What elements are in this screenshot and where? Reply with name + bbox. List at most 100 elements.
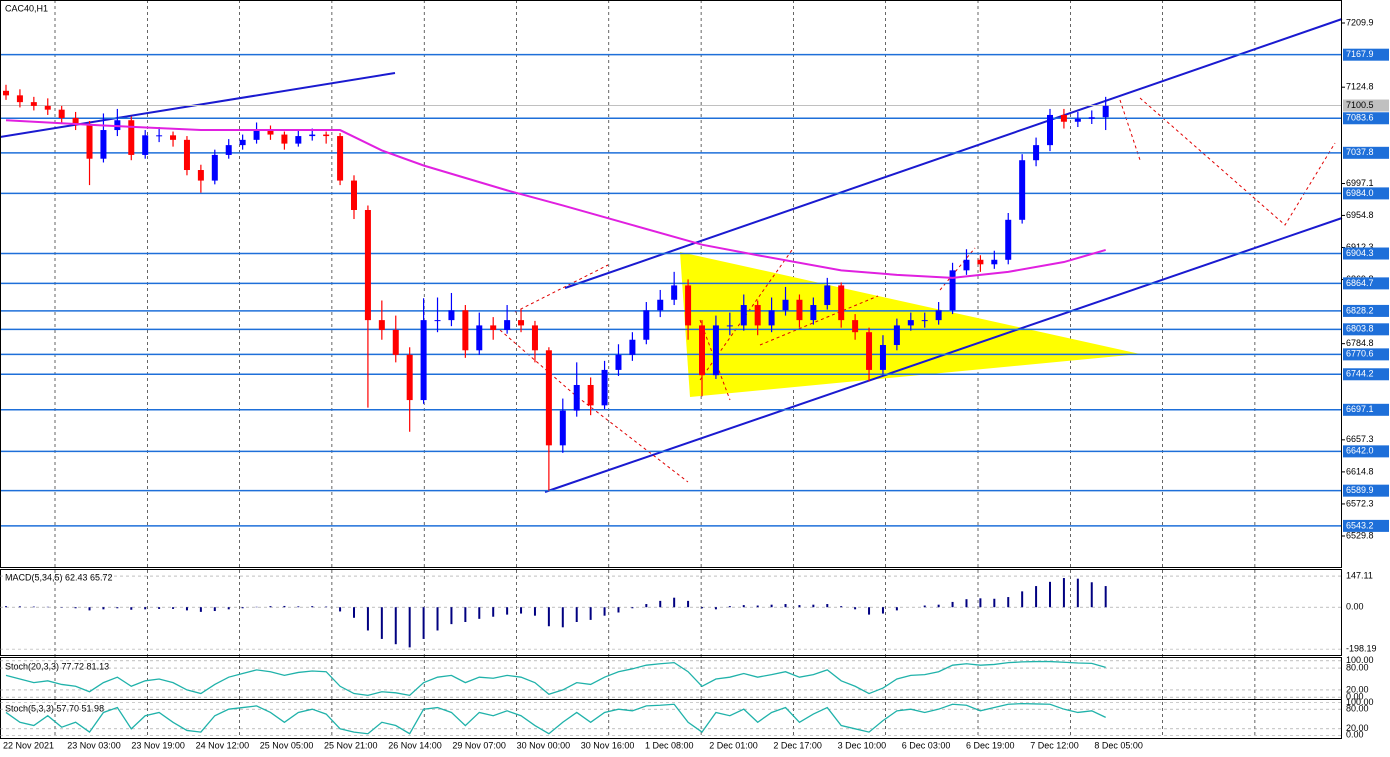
y-tick-label: 20.00 <box>1346 723 1369 733</box>
candle-body <box>253 130 260 140</box>
level-box <box>1343 146 1389 159</box>
level-box <box>1343 187 1389 200</box>
x-tick-label: 2 Dec 01:00 <box>709 740 758 750</box>
candle-body <box>893 325 900 346</box>
arrow <box>1119 99 1141 161</box>
x-tick-label: 8 Dec 05:00 <box>1094 740 1143 750</box>
candle-body <box>448 310 455 321</box>
level-text: 6697.1 <box>1346 404 1374 414</box>
candle-body <box>949 270 956 311</box>
x-tick-label: 25 Nov 05:00 <box>260 740 314 750</box>
candle-body <box>573 384 580 411</box>
candle-body <box>364 209 371 321</box>
x-tick-label: 22 Nov 2021 <box>3 740 54 750</box>
level-box <box>1343 368 1389 381</box>
level-text: 6642.0 <box>1346 446 1374 456</box>
candle-body <box>685 285 692 326</box>
candle-body <box>30 102 37 106</box>
candle-body <box>462 310 469 351</box>
level-text: 6864.7 <box>1346 278 1374 288</box>
candle-body <box>406 354 413 401</box>
candle-body <box>1019 160 1026 220</box>
level-label: 6828.2 <box>1343 304 1389 317</box>
candle-body <box>392 329 399 355</box>
level-text: 6984.0 <box>1346 188 1374 198</box>
y-tick-label: 20.00 <box>1346 684 1369 694</box>
candle-body <box>156 135 163 137</box>
pane-border <box>0 569 1342 656</box>
level-text: 6803.8 <box>1346 324 1374 334</box>
candle-body <box>754 305 761 326</box>
arrow <box>1139 97 1336 226</box>
y-tick-label: 6614.8 <box>1346 466 1374 476</box>
candle-body <box>629 339 636 355</box>
candle-body <box>559 410 566 446</box>
level-box <box>1343 519 1389 532</box>
candle-body <box>866 332 873 370</box>
level-text: 7083.6 <box>1346 113 1374 123</box>
x-tick-label: 26 Nov 14:00 <box>388 740 442 750</box>
candle-body <box>1074 118 1081 122</box>
candle-body <box>239 139 246 146</box>
candle-body <box>309 134 316 137</box>
indicator-title: Stoch(20,3,3) 77.72 81.13 <box>5 661 109 671</box>
main-pane <box>0 53 1342 527</box>
candle-body <box>657 299 664 311</box>
y-tick-label: 0.00 <box>1346 602 1364 612</box>
candle-body <box>434 320 441 322</box>
candle-body <box>1033 145 1040 161</box>
level-box <box>1343 403 1389 416</box>
candle-body <box>768 310 775 326</box>
x-tick-label: 6 Dec 19:00 <box>966 740 1015 750</box>
candle-body <box>879 345 886 370</box>
candle-body <box>267 130 274 135</box>
candle-body <box>699 325 705 376</box>
candle-body <box>44 105 51 110</box>
candle-body <box>197 170 204 181</box>
candle-body <box>100 130 107 159</box>
candle-body <box>671 285 678 300</box>
candle-body <box>531 325 538 351</box>
candle-body <box>490 325 497 330</box>
y-tick-label: 0.00 <box>1346 730 1364 740</box>
y-tick-label: 6912.3 <box>1346 242 1374 252</box>
x-tick-label: 23 Nov 03:00 <box>67 740 121 750</box>
candle-body <box>295 136 302 144</box>
level-text: 6744.2 <box>1346 369 1374 379</box>
candle-body <box>351 180 357 210</box>
level-text: 6770.6 <box>1346 349 1374 359</box>
chart-title: CAC40,H1 <box>5 3 48 13</box>
level-label: 7167.9 <box>1343 48 1389 61</box>
pane-border <box>0 699 1342 739</box>
candle-body <box>740 305 747 326</box>
candle-body <box>935 310 942 321</box>
candle-body <box>545 350 552 446</box>
candle-body <box>643 310 650 340</box>
y-tick-label: 100.00 <box>1346 655 1374 665</box>
candle-body <box>183 139 190 171</box>
level-label: 6984.0 <box>1343 187 1389 200</box>
y-tick-label: 6997.1 <box>1346 178 1374 188</box>
y-tick-label: 6784.8 <box>1346 338 1374 348</box>
candle-body <box>782 299 789 311</box>
pane-border <box>0 0 1342 568</box>
candle-body <box>420 320 427 401</box>
level-box <box>1343 304 1389 317</box>
indicator-title: Stoch(5,3,3) 57.70 51.98 <box>5 703 104 713</box>
level-text: 6828.2 <box>1346 305 1374 315</box>
x-tick-label: 7 Dec 12:00 <box>1030 740 1079 750</box>
candle-body <box>977 259 984 265</box>
y-tick-label: 0.00 <box>1346 692 1364 702</box>
candle-body <box>58 109 65 118</box>
candle-body <box>170 135 177 140</box>
candle-body <box>1102 105 1109 118</box>
y-tick-label: 80.00 <box>1346 704 1369 714</box>
level-box <box>1343 112 1389 125</box>
candle-body <box>796 299 803 321</box>
candle-body <box>518 320 525 326</box>
arrow <box>499 329 689 483</box>
candle-body <box>281 134 288 144</box>
level-label: 6642.0 <box>1343 445 1389 458</box>
y-tick-label: -198.19 <box>1346 643 1377 653</box>
